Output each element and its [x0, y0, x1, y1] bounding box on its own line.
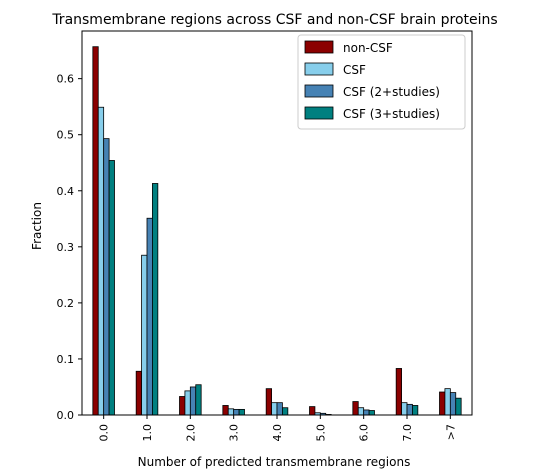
y-tick-label-6: 0.6: [57, 73, 75, 86]
bar-2-2: [189, 386, 197, 416]
bar-0-4: [265, 388, 272, 416]
legend-box: [297, 34, 466, 130]
axes-group: 0.0 0.1 0.2 0.3 0.4 0.5 0.6 0.0 1.0 2.0 3.0 4.0 5.0 6…: [57, 30, 473, 442]
x-tick-label-4: 4.0: [271, 424, 284, 442]
legend-label-1: CSF: [343, 63, 366, 77]
bar-0-0: [92, 46, 99, 416]
y-tick-label-5: 0.5: [57, 129, 75, 142]
y-tick-label-0: 0.0: [57, 409, 75, 422]
bar-0-6: [352, 401, 359, 416]
y-tick-label-1: 0.1: [57, 353, 75, 366]
chart-title: Transmembrane regions across CSF and non…: [51, 12, 497, 28]
bar-1-0: [97, 106, 105, 416]
x-axis-label: Number of predicted transmembrane region…: [138, 455, 411, 469]
x-tick-label-8: >7: [444, 424, 457, 440]
legend-label-3: CSF (3+studies): [343, 107, 440, 121]
bar-2-6: [363, 409, 370, 416]
bar-0-7: [395, 368, 402, 416]
bar-1-7: [401, 402, 408, 416]
legend: non-CSF CSF CSF (2+studies) CSF (3+studies): [297, 34, 466, 130]
bar-3-1: [152, 183, 159, 416]
bar-1-2: [184, 390, 191, 416]
legend-label-0: non-CSF: [343, 41, 393, 55]
y-tick-label-3: 0.3: [57, 241, 75, 254]
bar-3-8: [455, 397, 462, 416]
bar-3-3: [238, 408, 245, 416]
bar-0-8: [439, 391, 446, 416]
x-tick-label-2: 2.0: [184, 424, 197, 442]
bar-1-1: [141, 254, 148, 416]
bar-0-1: [135, 370, 142, 416]
bars-group: [92, 46, 462, 416]
bar-3-7: [412, 405, 419, 416]
bar-0-3: [222, 405, 229, 416]
bar-0-2: [179, 396, 186, 416]
bar-2-8: [449, 392, 457, 416]
legend-swatch-0: [304, 40, 334, 54]
legend-swatch-1: [304, 62, 334, 76]
bar-1-8: [444, 388, 451, 416]
bar-3-6: [368, 410, 375, 416]
bar-3-0: [108, 160, 115, 416]
y-tick-label-4: 0.4: [57, 185, 75, 198]
x-tick-label-1: 1.0: [141, 424, 154, 442]
legend-label-2: CSF (2+studies): [343, 85, 440, 99]
x-tick-label-3: 3.0: [228, 424, 241, 442]
bar-2-0: [103, 138, 110, 416]
x-tick-label-6: 6.0: [358, 424, 371, 442]
y-axis-label: Fraction: [30, 202, 44, 250]
bar-2-4: [276, 402, 283, 416]
x-tick-label-7: 7.0: [401, 424, 414, 442]
legend-swatch-2: [304, 84, 334, 98]
x-tick-label-0: 0.0: [98, 424, 111, 442]
bar-1-4: [271, 402, 278, 416]
y-tick-label-2: 0.2: [57, 297, 75, 310]
x-tick-label-5: 5.0: [314, 424, 327, 442]
bar-1-6: [357, 407, 365, 416]
bar-1-3: [227, 408, 235, 416]
bar-2-1: [146, 217, 153, 416]
bar-2-7: [406, 403, 413, 416]
bar-2-3: [233, 408, 240, 416]
bar-3-4: [282, 407, 289, 416]
legend-swatch-3: [304, 106, 334, 120]
bar-0-5: [309, 406, 316, 416]
bar-3-2: [195, 384, 202, 416]
